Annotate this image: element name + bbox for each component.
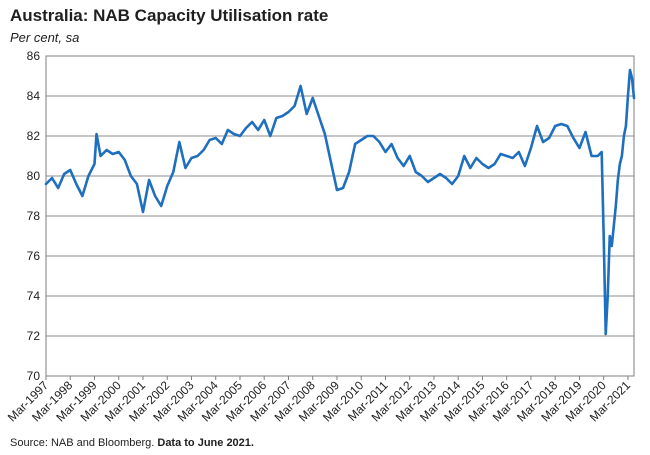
- y-tick-label: 86: [27, 49, 41, 63]
- chart-title: Australia: NAB Capacity Utilisation rate: [10, 6, 329, 25]
- chart-subtitle: Per cent, sa: [10, 30, 80, 45]
- plot-area-frame: [45, 55, 635, 377]
- y-axis-ticks: 70 72 74 76 78 80 82 84 86: [27, 49, 41, 383]
- y-tick-label: 74: [27, 289, 41, 303]
- source-note: Source: NAB and Bloomberg.: [10, 437, 155, 449]
- y-tick-label: 80: [27, 169, 41, 183]
- y-tick-label: 84: [27, 89, 41, 103]
- y-tick-label: 76: [27, 249, 41, 263]
- y-tick-label: 72: [27, 329, 41, 343]
- x-axis-ticks: Mar-1997Mar-1998Mar-1999Mar-2000Mar-2001…: [5, 376, 633, 424]
- data-note: Data to June 2021.: [157, 437, 254, 449]
- gridlines: [46, 95, 634, 337]
- series-line: [44, 68, 636, 336]
- y-tick-label: 70: [27, 369, 41, 383]
- y-tick-label: 78: [27, 209, 41, 223]
- series-group: [44, 68, 636, 336]
- footer: Source: NAB and Bloomberg. Data to June …: [10, 437, 254, 449]
- y-tick-label: 82: [27, 129, 41, 143]
